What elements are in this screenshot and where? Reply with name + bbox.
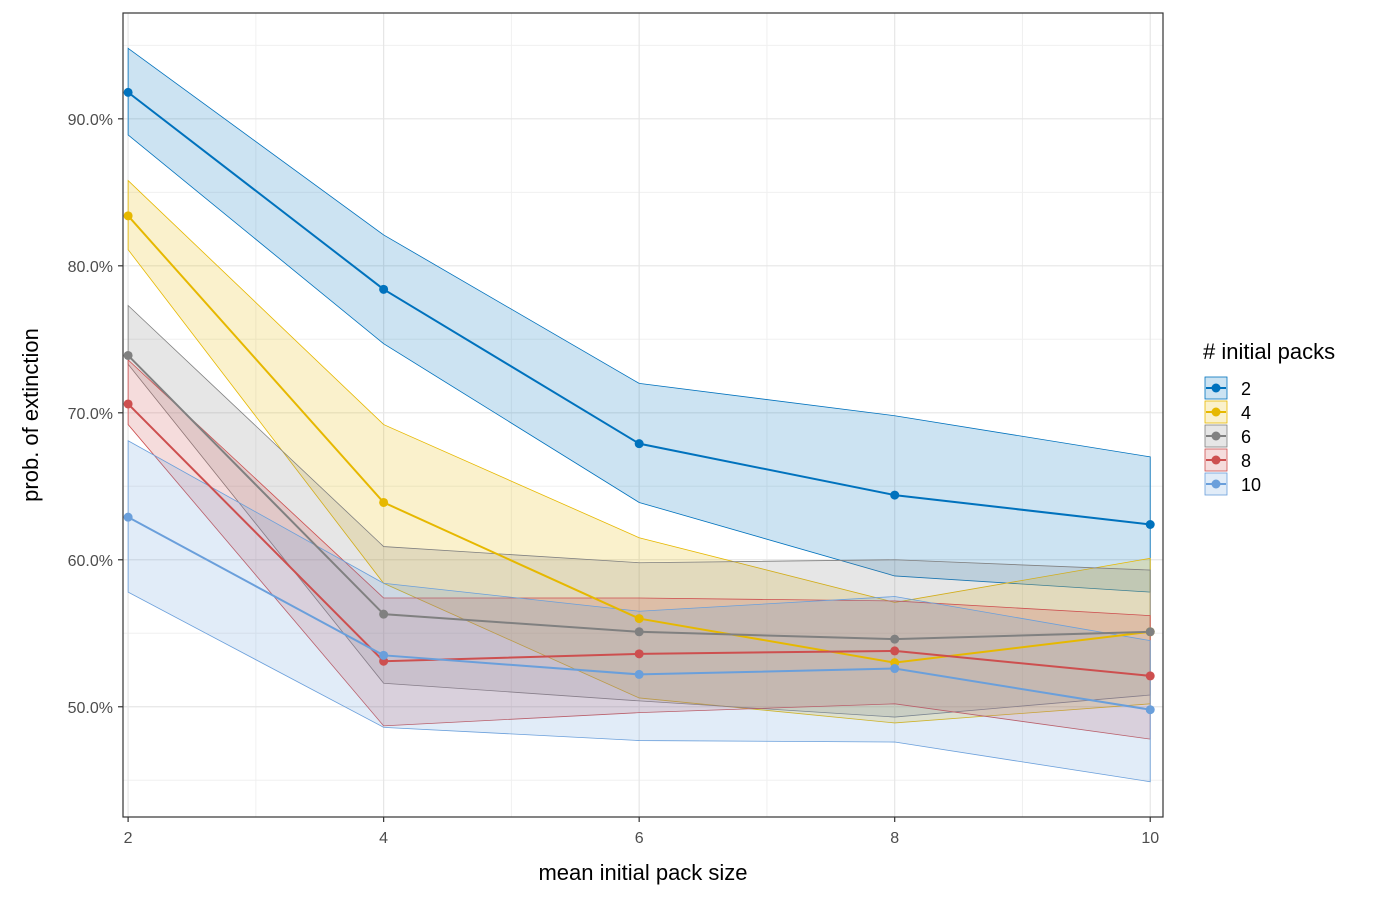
legend-item-4: 4 <box>1204 400 1251 424</box>
point-series-4 <box>123 211 133 221</box>
point-series-6 <box>634 627 644 637</box>
y-axis-title: prob. of extinction <box>18 328 43 502</box>
point-series-8 <box>1145 671 1155 681</box>
point-series-6 <box>890 634 900 644</box>
point-series-8 <box>634 649 644 659</box>
x-tick-label: 10 <box>1141 830 1159 847</box>
point-series-6 <box>1145 627 1155 637</box>
series-points <box>123 87 1155 715</box>
y-axis-ticks: 50.0% 60.0% 70.0% 80.0% 90.0% <box>68 112 123 717</box>
ribbon-series-10 <box>127 440 1151 783</box>
point-series-10 <box>1145 705 1155 715</box>
x-tick-label: 2 <box>124 830 133 847</box>
point-series-8 <box>123 399 133 409</box>
point-series-10 <box>379 650 389 660</box>
legend-item-10: 10 <box>1204 472 1261 496</box>
legend-items: 2 4 6 8 10 <box>1204 376 1261 496</box>
legend-key-point <box>1211 383 1221 393</box>
x-tick-label: 4 <box>379 830 388 847</box>
point-series-2 <box>379 284 389 294</box>
legend-key-point <box>1211 455 1221 465</box>
point-series-2 <box>634 439 644 449</box>
point-series-4 <box>379 497 389 507</box>
legend-label-8: 8 <box>1241 451 1251 471</box>
legend-key-point <box>1211 407 1221 417</box>
plot-border <box>122 12 1164 818</box>
y-tick-label: 70.0% <box>68 406 113 423</box>
legend: # initial packs 2 4 6 8 10 <box>1203 339 1335 496</box>
point-series-10 <box>634 669 644 679</box>
legend-label-10: 10 <box>1241 475 1261 495</box>
legend-label-2: 2 <box>1241 379 1251 399</box>
point-series-8 <box>890 646 900 656</box>
point-series-2 <box>890 490 900 500</box>
point-series-10 <box>123 512 133 522</box>
legend-item-8: 8 <box>1204 448 1251 472</box>
y-tick-label: 50.0% <box>68 700 113 717</box>
point-series-2 <box>123 87 133 97</box>
legend-label-6: 6 <box>1241 427 1251 447</box>
point-series-10 <box>890 664 900 674</box>
legend-key-point <box>1211 479 1221 489</box>
point-series-2 <box>1145 520 1155 530</box>
legend-key-point <box>1211 431 1221 441</box>
legend-item-6: 6 <box>1204 424 1251 448</box>
point-series-4 <box>634 614 644 624</box>
y-tick-label: 80.0% <box>68 259 113 276</box>
x-tick-label: 6 <box>635 830 644 847</box>
y-tick-label: 90.0% <box>68 112 113 129</box>
x-axis-ticks: 2 4 6 8 10 <box>124 817 1159 847</box>
legend-title: # initial packs <box>1203 339 1335 364</box>
legend-label-4: 4 <box>1241 403 1251 423</box>
y-tick-label: 60.0% <box>68 553 113 570</box>
point-series-6 <box>379 609 389 619</box>
point-series-6 <box>123 350 133 360</box>
legend-item-2: 2 <box>1204 376 1251 400</box>
x-tick-label: 8 <box>890 830 899 847</box>
x-axis-title: mean initial pack size <box>538 860 747 885</box>
